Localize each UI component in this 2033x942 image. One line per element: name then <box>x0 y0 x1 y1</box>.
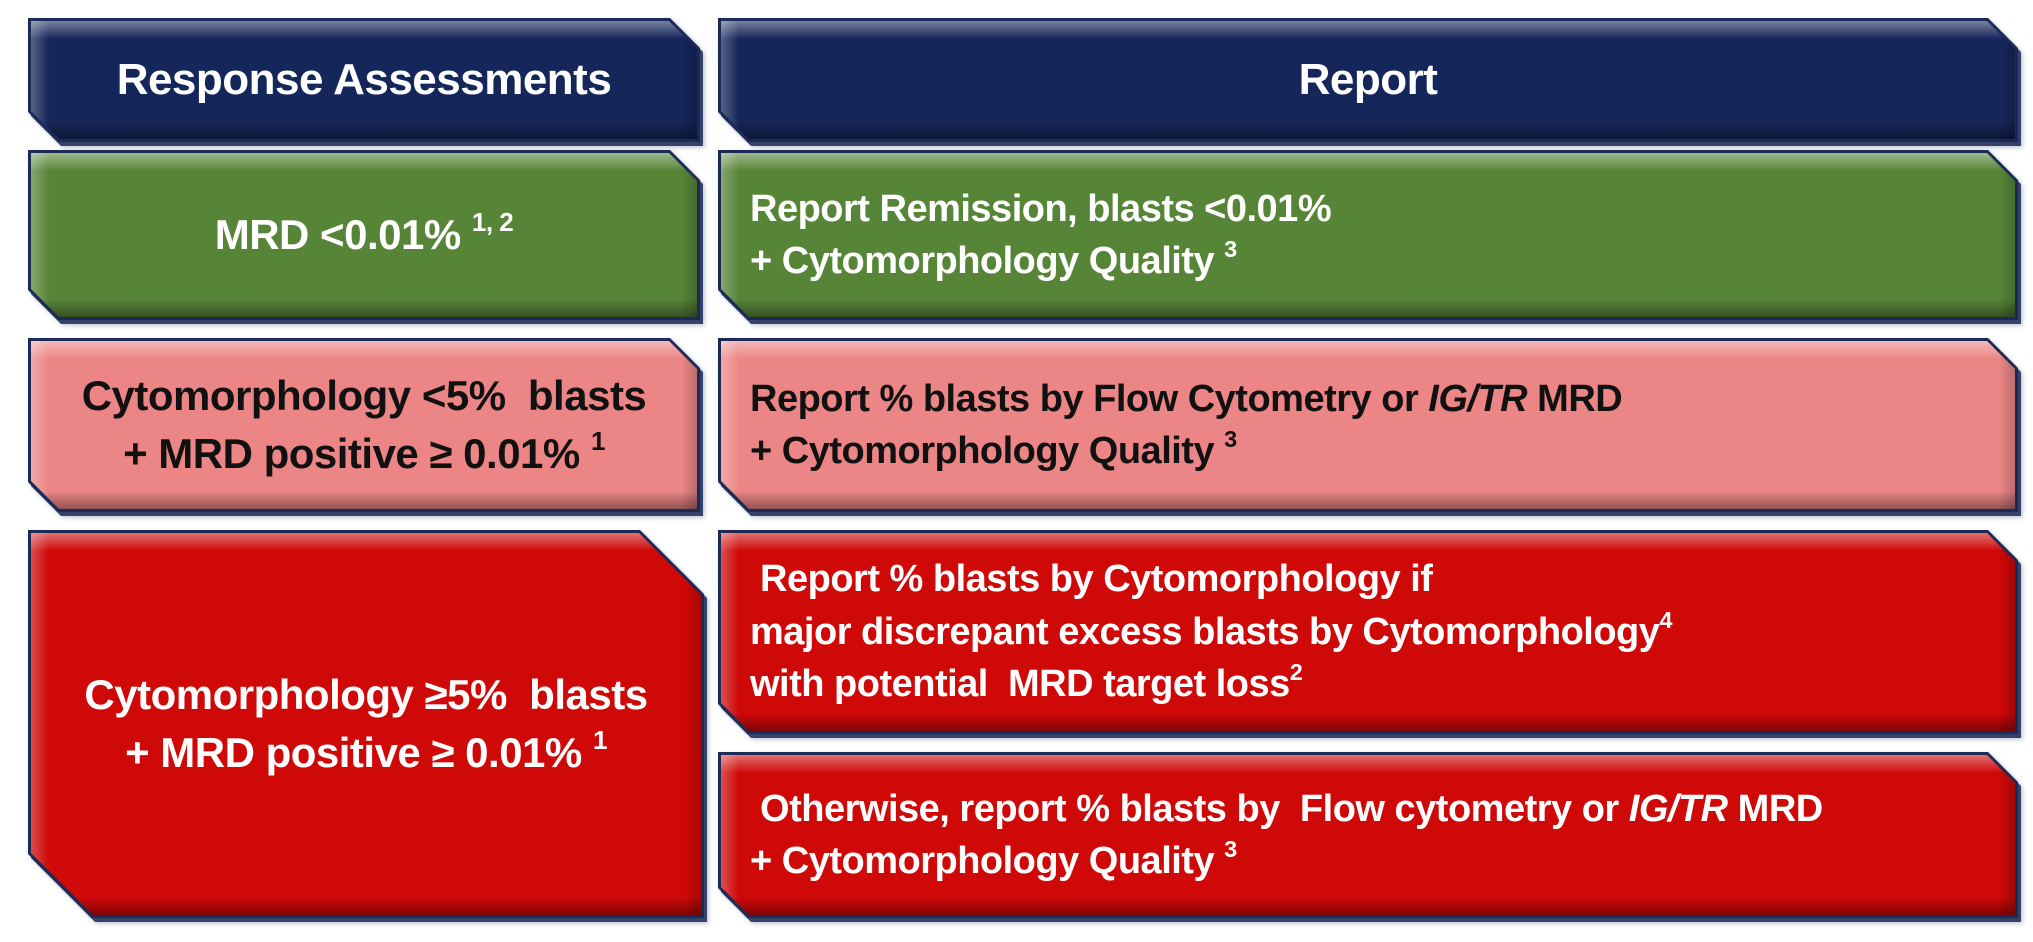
assessment-high-blasts-text: Cytomorphology ≥5% blasts + MRD positive … <box>84 671 648 776</box>
box-shape <box>28 530 704 918</box>
header-shape <box>28 18 700 142</box>
header-shape <box>718 18 2018 142</box>
report-discrepant-blasts: Report % blasts by Cytomorphology if majo… <box>718 530 2018 734</box>
header-response-assessments-label: Response Assessments <box>116 54 612 104</box>
box-shape <box>28 338 700 512</box>
report-otherwise-flow-igtr: Otherwise, report % blasts by Flow cytom… <box>718 752 2018 918</box>
report-remission: Report Remission, blasts <0.01% + Cytomor… <box>718 150 2018 320</box>
header-response-assessments: Response Assessments <box>28 18 700 142</box>
report-flow-or-igtr-mrd: Report % blasts by Flow Cytometry or IG/… <box>718 338 2018 512</box>
assessment-mrd-negative: MRD <0.01% 1, 2 <box>28 150 700 320</box>
box-shape <box>28 150 700 320</box>
report-flow-or-igtr-text: Report % blasts by Flow Cytometry or IG/… <box>750 377 1623 472</box>
assessment-high-blasts-mrd-positive: Cytomorphology ≥5% blasts + MRD positive … <box>28 530 704 918</box>
report-otherwise-flow-igtr-text: Otherwise, report % blasts by Flow cytom… <box>750 787 1823 882</box>
assessment-low-blasts-text: Cytomorphology <5% blasts + MRD positive … <box>81 372 647 477</box>
box-shape <box>718 752 2018 918</box>
report-remission-text: Report Remission, blasts <0.01% + Cytomor… <box>750 187 1332 282</box>
header-report-label: Report <box>1298 54 1438 104</box>
box-shape <box>718 150 2018 320</box>
header-report: Report <box>718 18 2018 142</box>
assessment-low-blasts-mrd-positive: Cytomorphology <5% blasts + MRD positive … <box>28 338 700 512</box>
report-discrepant-blasts-text: Report % blasts by Cytomorphology if majo… <box>750 558 1673 706</box>
box-shape <box>718 530 2018 734</box>
box-shape <box>718 338 2018 512</box>
assessment-mrd-negative-text: MRD <0.01% 1, 2 <box>214 207 514 259</box>
